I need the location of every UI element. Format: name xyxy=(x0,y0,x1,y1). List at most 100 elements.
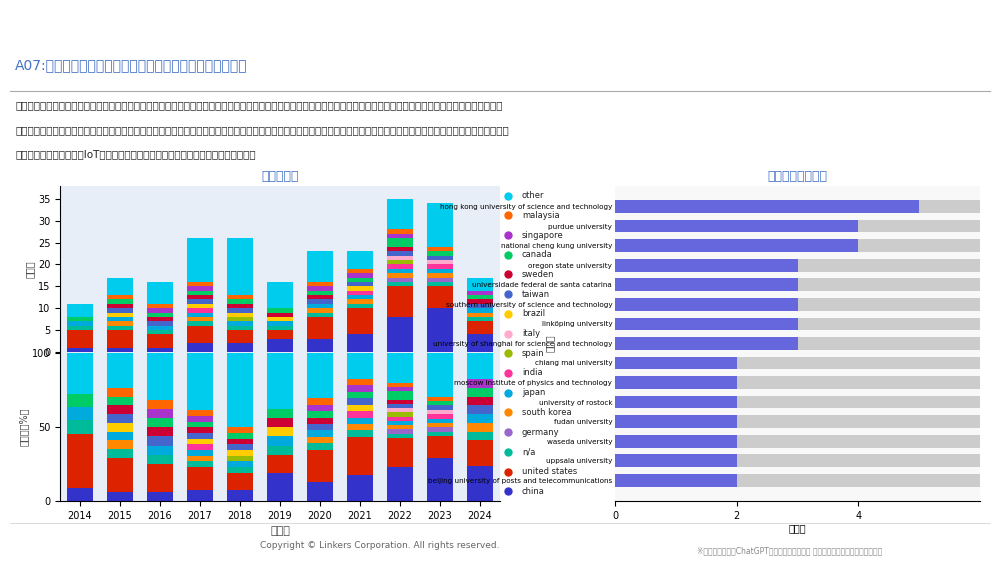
Bar xyxy=(307,418,333,424)
Bar xyxy=(387,269,413,273)
Bar xyxy=(387,354,413,383)
Bar xyxy=(107,321,133,325)
Bar xyxy=(147,446,173,455)
Bar xyxy=(387,417,413,421)
Bar xyxy=(615,220,980,233)
Bar xyxy=(615,239,858,252)
Bar xyxy=(307,300,333,304)
Text: A07:ウェアラブルデバイス向けの熱電エネルギー収集技術: A07:ウェアラブルデバイス向けの熱電エネルギー収集技術 xyxy=(15,58,248,72)
Bar xyxy=(427,278,453,282)
Bar xyxy=(267,455,293,473)
Bar xyxy=(107,432,133,440)
Bar xyxy=(227,490,253,501)
Bar xyxy=(387,467,413,501)
Bar xyxy=(615,298,798,311)
Bar xyxy=(467,354,493,379)
Bar xyxy=(347,287,373,291)
Bar xyxy=(187,427,213,433)
Bar xyxy=(107,312,133,317)
Bar xyxy=(387,287,413,317)
Text: taiwan: taiwan xyxy=(522,290,550,298)
Bar xyxy=(427,410,453,414)
Bar xyxy=(227,330,253,343)
Bar xyxy=(347,424,373,431)
Bar xyxy=(615,318,798,330)
Bar xyxy=(307,282,333,287)
Bar xyxy=(307,291,333,295)
Bar xyxy=(307,437,333,443)
Bar xyxy=(187,308,213,312)
Bar xyxy=(387,260,413,265)
Bar xyxy=(387,230,413,234)
Bar xyxy=(187,317,213,321)
Text: italy: italy xyxy=(522,329,540,338)
Bar xyxy=(615,278,980,291)
Bar xyxy=(187,325,213,343)
Bar xyxy=(615,220,858,233)
Bar xyxy=(467,388,493,397)
Y-axis label: 論文数: 論文数 xyxy=(25,260,35,278)
Bar xyxy=(347,278,373,282)
Text: germany: germany xyxy=(522,428,560,436)
Bar xyxy=(187,433,213,439)
Bar xyxy=(227,455,253,461)
Bar xyxy=(227,295,253,300)
Bar xyxy=(307,450,333,482)
Bar xyxy=(615,435,980,448)
Bar xyxy=(67,317,93,321)
Bar xyxy=(187,321,213,325)
Bar xyxy=(467,432,493,440)
Bar xyxy=(427,269,453,273)
Bar xyxy=(387,434,413,438)
Bar xyxy=(147,354,173,400)
Bar xyxy=(427,247,453,251)
Bar xyxy=(467,300,493,304)
Bar xyxy=(387,430,413,434)
Bar xyxy=(615,318,980,330)
Bar xyxy=(615,239,980,252)
Bar xyxy=(267,312,293,317)
Bar xyxy=(615,200,980,213)
Bar xyxy=(187,354,213,410)
Bar xyxy=(615,454,737,467)
Bar xyxy=(107,278,133,295)
Bar xyxy=(187,300,213,304)
Bar xyxy=(187,282,213,287)
Bar xyxy=(615,298,980,311)
Bar xyxy=(387,408,413,413)
Bar xyxy=(387,383,413,387)
Bar xyxy=(615,454,980,467)
Bar xyxy=(347,386,373,392)
Bar xyxy=(147,455,173,464)
Bar xyxy=(307,317,333,339)
Bar xyxy=(467,414,493,423)
Bar xyxy=(615,356,737,369)
Bar xyxy=(267,473,293,501)
Bar xyxy=(67,354,93,394)
Bar xyxy=(187,287,213,291)
Bar xyxy=(147,347,173,352)
Bar xyxy=(347,295,373,300)
Bar xyxy=(187,312,213,317)
Bar xyxy=(347,282,373,287)
Bar xyxy=(387,278,413,282)
Bar xyxy=(615,376,980,389)
Bar xyxy=(147,427,173,436)
Bar xyxy=(427,256,453,260)
Bar xyxy=(267,308,293,312)
Text: united states: united states xyxy=(522,467,577,476)
Bar xyxy=(615,474,980,487)
Bar xyxy=(387,251,413,256)
Bar xyxy=(427,282,453,287)
Bar xyxy=(67,488,93,501)
Bar xyxy=(615,435,737,448)
Bar xyxy=(615,396,737,409)
Bar xyxy=(267,427,293,436)
X-axis label: 論文数: 論文数 xyxy=(789,524,806,534)
Bar xyxy=(427,418,453,423)
Bar xyxy=(187,461,213,467)
Bar xyxy=(615,376,737,389)
Bar xyxy=(347,291,373,295)
Bar xyxy=(307,287,333,291)
Bar xyxy=(615,278,798,291)
